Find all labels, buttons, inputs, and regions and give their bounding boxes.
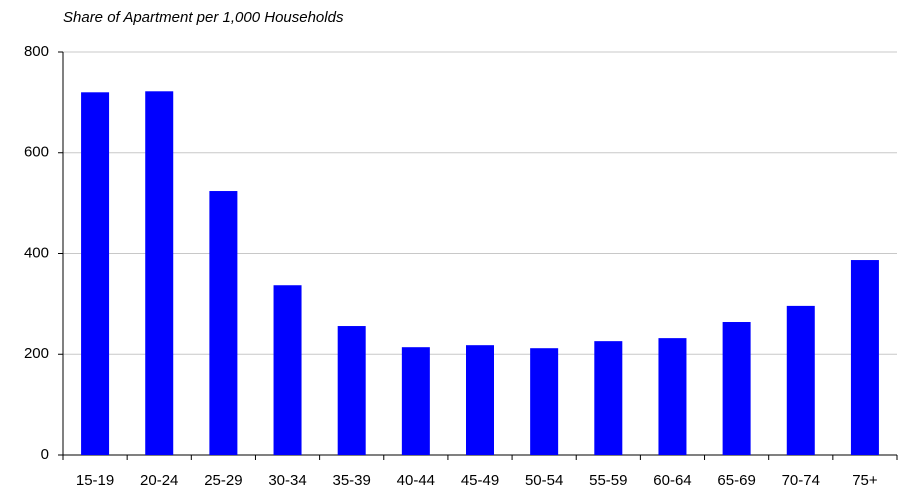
x-tick-label: 50-54 — [525, 472, 563, 489]
x-tick-label: 70-74 — [782, 472, 820, 489]
bar — [466, 345, 494, 455]
x-tick-label: 60-64 — [653, 472, 691, 489]
bar — [145, 91, 174, 455]
x-tick-label: 40-44 — [397, 472, 435, 489]
x-tick-label: 35-39 — [333, 472, 371, 489]
x-tick-label: 65-69 — [717, 472, 755, 489]
bar — [786, 305, 815, 455]
y-tick-label: 600 — [24, 144, 49, 161]
y-tick-label: 0 — [41, 446, 49, 463]
x-tick-label: 75+ — [852, 472, 878, 489]
x-tick-label: 15-19 — [76, 472, 114, 489]
bar — [722, 322, 751, 455]
x-tick-label: 55-59 — [589, 472, 627, 489]
bar — [850, 260, 879, 455]
x-tick-label: 25-29 — [204, 472, 242, 489]
bar — [337, 326, 366, 455]
y-tick-label: 800 — [24, 43, 49, 60]
y-tick-label: 400 — [24, 244, 49, 261]
x-tick-label: 20-24 — [140, 472, 178, 489]
bar — [209, 191, 238, 455]
chart-title: Share of Apartment per 1,000 Households — [63, 9, 344, 26]
bar — [273, 285, 302, 455]
bar — [401, 347, 430, 455]
bar — [658, 338, 687, 455]
y-tick-label: 200 — [24, 345, 49, 362]
x-tick-label: 45-49 — [461, 472, 499, 489]
bar — [594, 341, 623, 455]
bar — [530, 348, 559, 455]
x-tick-label: 30-34 — [268, 472, 306, 489]
bar — [81, 92, 110, 456]
